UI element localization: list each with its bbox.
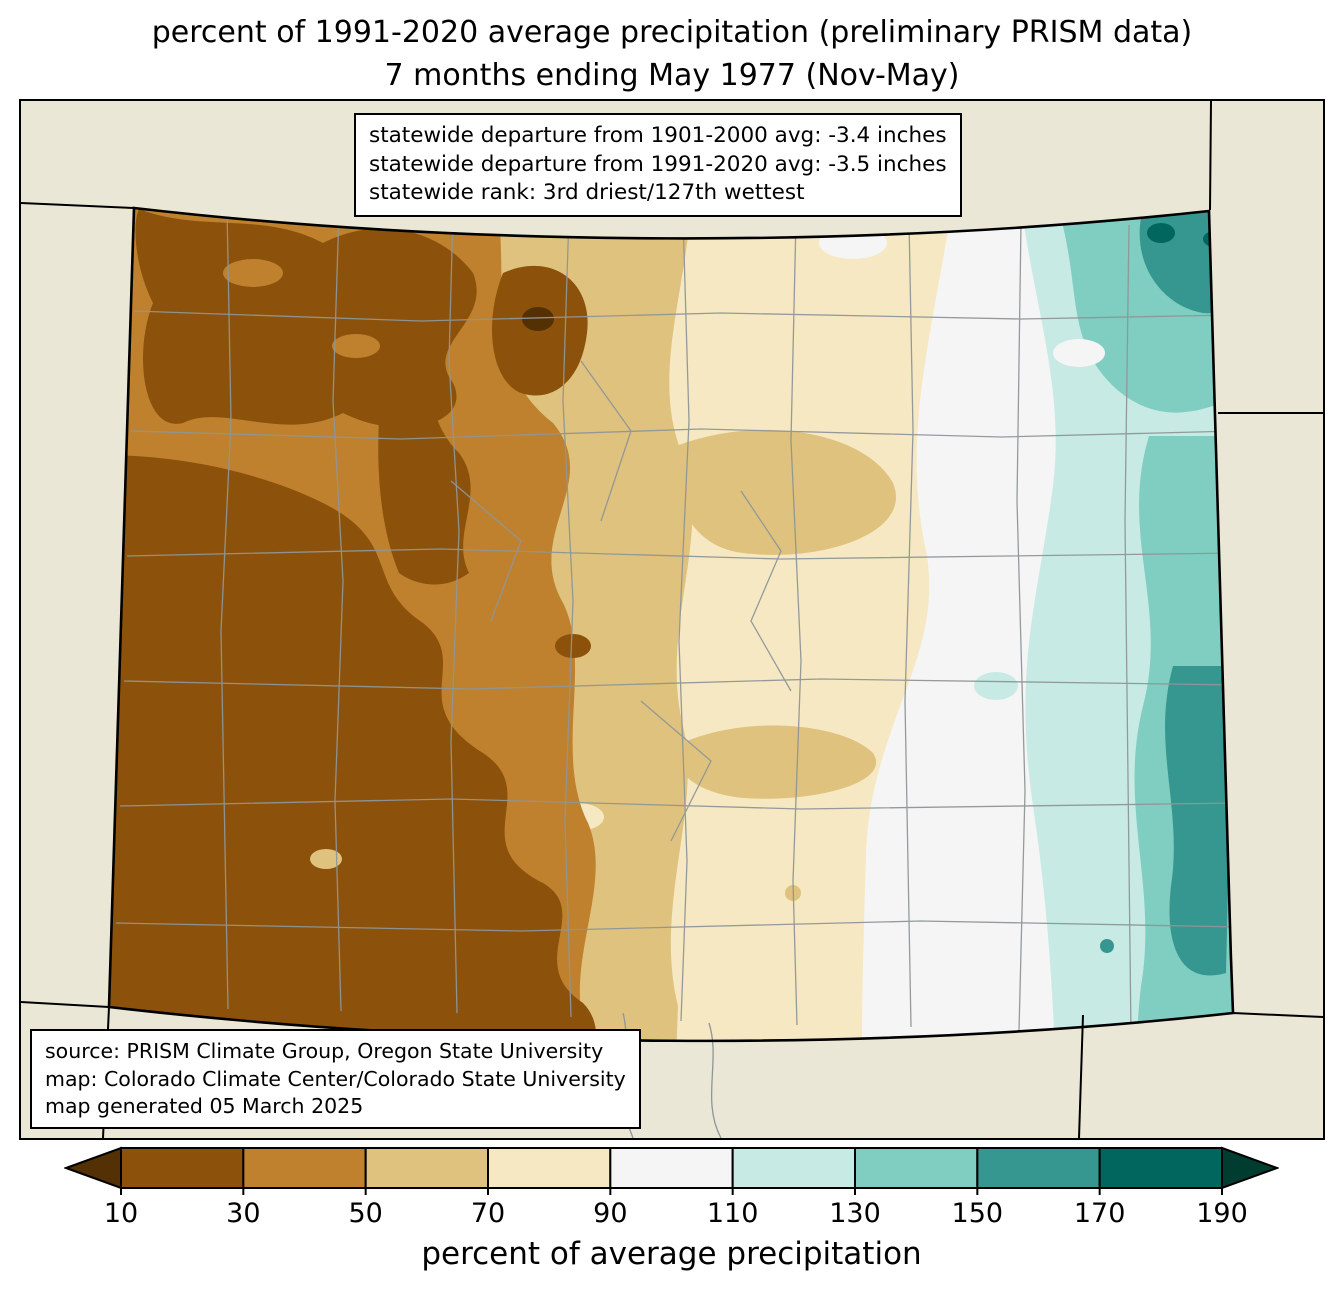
colorado-border (107, 206, 1235, 1043)
colorbar-segment-6 (731, 1147, 856, 1189)
colorbar-segment-4 (487, 1147, 612, 1189)
source-line-2: map: Colorado Climate Center/Colorado St… (45, 1066, 626, 1091)
stats-line-3: statewide rank: 3rd driest/127th wettest (369, 180, 805, 206)
county-line (904, 220, 914, 1028)
county-line (790, 218, 802, 1026)
colorbar-segment-7 (854, 1147, 979, 1189)
state-line-wy-ne (1209, 101, 1212, 211)
county-line (580, 360, 632, 522)
river-line (708, 1022, 722, 1138)
source-line-1: source: PRISM Climate Group, Oregon Stat… (45, 1039, 604, 1064)
stats-line-1: statewide departure from 1901-2000 avg: … (369, 123, 947, 148)
neighbor-state-borders (21, 101, 1323, 1138)
colorbar-segment-8 (976, 1147, 1101, 1189)
colorbar-tick-150: 150 (951, 1198, 1004, 1229)
colorbar-tick-90: 90 (593, 1198, 628, 1229)
tan-hole (310, 849, 342, 869)
colorbar: 10 30 50 70 90 110 130 150 170 190 percent of ave… (64, 1146, 1279, 1296)
county-line (640, 700, 712, 842)
colorbar-arrow-right (1221, 1146, 1279, 1190)
statewide-stats-box: statewide departure from 1901-2000 avg: … (354, 113, 962, 217)
colorbar-label: percent of average precipitation (421, 1236, 922, 1272)
dark-teal-spot (1147, 223, 1175, 243)
precip-fill-layers (109, 208, 1233, 1041)
county-line (1124, 224, 1132, 1036)
stats-line-2: statewide departure from 1991-2020 avg: … (369, 151, 947, 177)
region-50-70-north-bulge (674, 429, 897, 555)
region-50-70-south-bulge (674, 725, 877, 799)
colorbar-segment-9 (1098, 1147, 1223, 1189)
county-line (115, 920, 1233, 932)
colorbar-tick-130: 130 (829, 1198, 881, 1229)
colorbar-tick-190: 190 (1196, 1198, 1248, 1229)
white-spot (819, 227, 887, 259)
county-line (740, 490, 792, 692)
colorbar-tick-50: 50 (348, 1198, 383, 1229)
county-line (448, 212, 460, 1014)
region-150-170-east-blob (1165, 666, 1233, 976)
brown-hole (223, 259, 283, 287)
map-frame: statewide departure from 1901-2000 avg: … (19, 99, 1325, 1140)
colorbar-arrow-left (64, 1146, 122, 1190)
colorbar-tick-170: 170 (1073, 1198, 1126, 1229)
state-line-ks-ok (1232, 1012, 1323, 1018)
county-line (123, 678, 1233, 690)
dark-teal-spot (1203, 231, 1225, 247)
dark-brown-spot (555, 634, 591, 658)
state-line-ut-az (21, 1001, 110, 1008)
region-130-150-east-band (1134, 436, 1233, 1041)
county-line (678, 216, 690, 1022)
state-line-north-west (21, 202, 135, 209)
map-title: percent of 1991-2020 average precipitati… (0, 12, 1344, 97)
colorbar-tick-10: 10 (103, 1198, 139, 1229)
brown-hole (332, 334, 380, 358)
county-line (126, 548, 1233, 560)
colorbar-segment-1 (120, 1147, 245, 1189)
county-line (130, 428, 1233, 440)
county-line (1016, 222, 1026, 1032)
colorado-precipitation-map (21, 101, 1323, 1138)
colorbar-scale (64, 1146, 1279, 1195)
colorbar-tick-70: 70 (470, 1198, 506, 1229)
colorbar-tick-30: 30 (226, 1198, 261, 1229)
source-box: source: PRISM Climate Group, Oregon Stat… (30, 1029, 641, 1129)
teal-spot (1100, 939, 1114, 953)
colorbar-segment-5 (609, 1147, 734, 1189)
county-line (562, 214, 574, 1018)
region-10-30-southwest (109, 455, 597, 1041)
light-teal-spot (974, 672, 1018, 700)
region-lt10-spot (522, 307, 554, 331)
precip-accent-blobs-west (223, 259, 380, 869)
county-line (119, 798, 1233, 810)
colorbar-tick-110: 110 (706, 1198, 759, 1229)
colorbar-segment-2 (242, 1147, 367, 1189)
colorbar-segment-3 (364, 1147, 489, 1189)
county-line (450, 480, 522, 622)
county-lines (115, 208, 1233, 1036)
source-line-3: map generated 05 March 2025 (45, 1093, 364, 1118)
state-line-nm-ok (1078, 1014, 1084, 1138)
county-line (220, 208, 232, 1010)
white-spot (1053, 339, 1105, 367)
title-line-2: 7 months ending May 1977 (Nov-May) (384, 57, 960, 93)
county-line (133, 310, 1233, 322)
county-line (332, 210, 344, 1012)
title-line-1: percent of 1991-2020 average precipitati… (151, 15, 1193, 50)
